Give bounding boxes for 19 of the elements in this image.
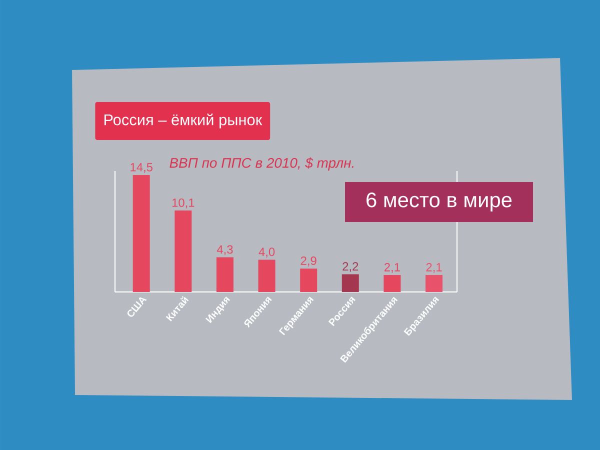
chart-title: Россия – ёмкий рынок [104, 114, 262, 128]
chart-subtitle: ВВП по ППС в 2010, $ трлн. [170, 157, 354, 171]
bar [174, 210, 192, 292]
data-label: 10,1 [172, 198, 194, 208]
data-label: 2,1 [426, 262, 442, 273]
data-label: 2,2 [342, 262, 358, 272]
data-label: 4,0 [258, 248, 275, 258]
data-label: 4,3 [216, 245, 233, 256]
bar [384, 275, 401, 292]
bar [258, 260, 276, 292]
data-label: 14,5 [130, 163, 152, 173]
bar [132, 175, 150, 292]
bar [342, 274, 359, 292]
data-label: 2,1 [384, 262, 400, 273]
annotation: 6 место в мире [366, 192, 512, 212]
bar [216, 257, 234, 292]
data-label: 2,9 [300, 256, 316, 266]
bar [426, 275, 443, 292]
bar [300, 268, 318, 292]
